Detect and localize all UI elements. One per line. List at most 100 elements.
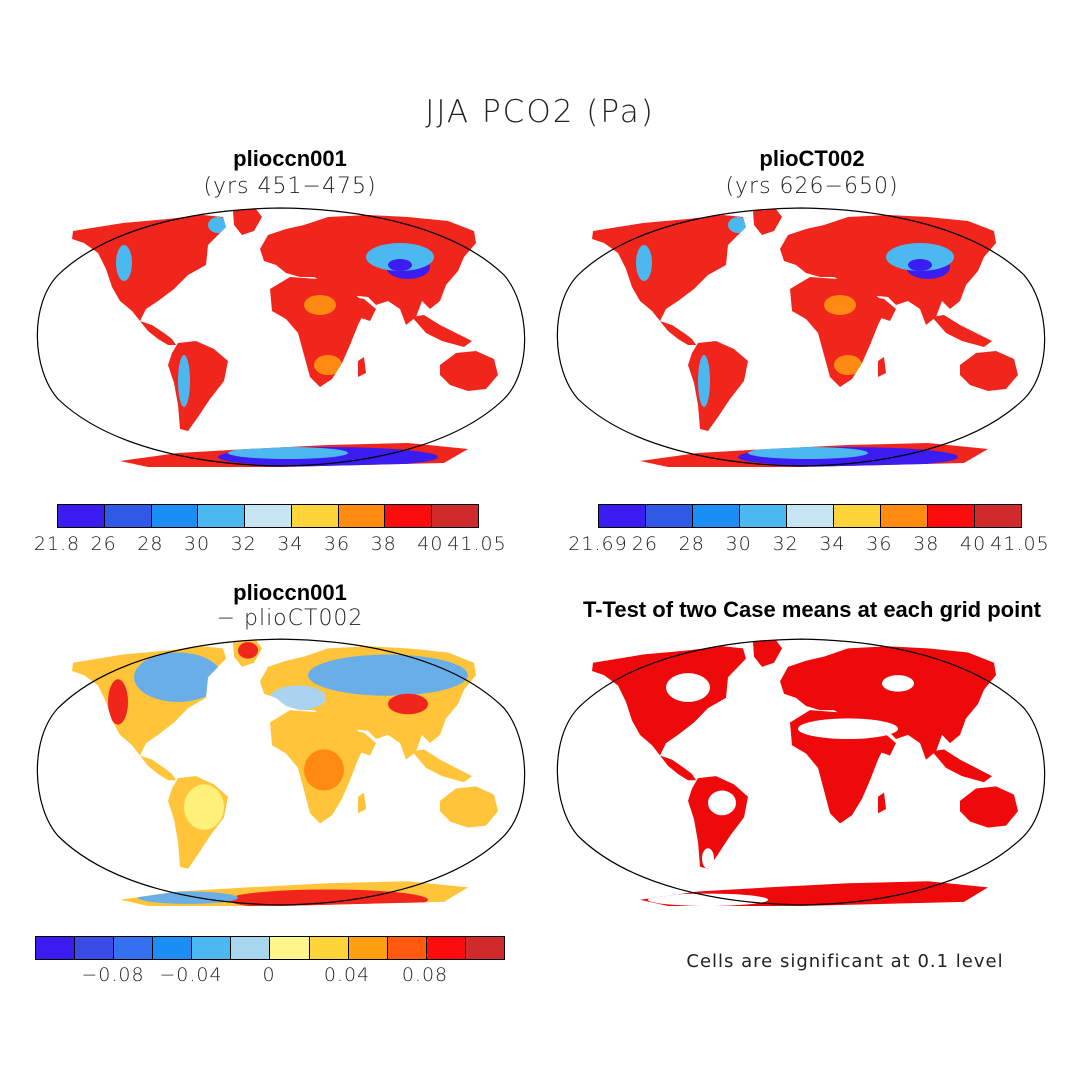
panel-br-title: T-Test of two Case means at each grid po… (582, 597, 1041, 622)
colorbar-swatch (740, 505, 787, 527)
continent-eurasia (780, 646, 996, 760)
continent-greenland (233, 209, 262, 235)
map-br (556, 638, 1046, 906)
colorbar-tick-label: 38 (370, 533, 397, 555)
continent-samerica (688, 341, 748, 431)
continent-madagascar (878, 357, 886, 377)
colorbar-tick-label: 34 (277, 533, 304, 555)
continent-greenland (753, 209, 782, 235)
colorbar-swatch (426, 937, 466, 959)
europe-decrease-region (270, 685, 326, 711)
colorbar-tick-label: 21.69 (568, 533, 628, 555)
colorbar-swatch (975, 505, 1021, 527)
map-outline (556, 638, 1046, 906)
antarctic-ring-region (228, 447, 348, 459)
colorbar-swatch (599, 505, 646, 527)
colorbar-swatch (75, 937, 115, 959)
colorbar-tick-label: 41.05 (447, 533, 507, 555)
colorbar-tick-label: 36 (866, 533, 893, 555)
continent-seasia (932, 749, 992, 783)
colorbar-tick-label: 34 (819, 533, 846, 555)
colorbar-swatch (231, 937, 271, 959)
colorbar-swatch (928, 505, 975, 527)
continent-seasia (412, 315, 472, 347)
colorbar-tick-label: 30 (183, 533, 211, 555)
central-asia-region (886, 243, 954, 271)
africa-increase-region (304, 749, 344, 791)
significance-note: Cells are significant at 0.1 level (686, 951, 1004, 972)
colorbar-tr-ticks: 21.69 26 28 30 32 34 36 38 40 41.05 (568, 533, 1048, 555)
colorbar-swatch (432, 505, 479, 527)
colorbar-tick-label: 0 (262, 964, 276, 986)
continent-seasia (932, 315, 992, 347)
tibet-core-region (388, 259, 412, 271)
nonsignificant-canada (666, 673, 710, 702)
colorbar-swatch (36, 937, 76, 959)
continent-arabia (866, 295, 896, 321)
colorbar-bl (35, 936, 505, 960)
sahel-region (304, 295, 336, 315)
colorbar-tr (598, 504, 1022, 528)
map-outline (556, 207, 1046, 467)
nonsignificant-antarctica (648, 893, 768, 906)
colorbar-swatch (385, 505, 433, 527)
nonsignificant-siberia (882, 675, 914, 692)
colorbar-tick-label: 21.8 (33, 533, 81, 555)
continent-australia (440, 351, 498, 391)
panel-bl-subtitle: − plioCT002 (216, 606, 364, 631)
rockies-increase-region (108, 679, 128, 725)
arctic-canada-region (728, 217, 748, 233)
colorbar-swatch (465, 937, 504, 959)
tibet-increase-region (388, 693, 428, 715)
colorbar-tick-label: 32 (230, 533, 257, 555)
colorbar-tick-label: 40 (417, 533, 444, 555)
andes-region (178, 355, 190, 407)
siberia-decrease-region (308, 654, 468, 696)
colorbar-swatch (270, 937, 310, 959)
panel-tl-subtitle: (yrs 451−475) (203, 174, 377, 199)
colorbar-tick-label: −0.04 (159, 964, 223, 986)
panel-tl-title: plioccn001 (233, 146, 347, 171)
colorbar-swatch (881, 505, 928, 527)
continent-madagascar (358, 792, 366, 814)
continent-eurasia (260, 215, 476, 325)
continent-madagascar (358, 357, 366, 377)
colorbar-swatch (309, 937, 349, 959)
colorbar-swatch (58, 505, 105, 527)
nonsignificant-patagonia (702, 848, 714, 869)
continent-camerica (660, 321, 696, 345)
colorbar-swatch (151, 505, 199, 527)
colorbar-swatch (338, 505, 386, 527)
panel-bl-title: plioccn001 (233, 580, 347, 605)
colorbar-tick-label: 38 (913, 533, 940, 555)
colorbar-swatch (348, 937, 388, 959)
continent-samerica (168, 341, 228, 431)
nonsignificant-amazon (708, 790, 736, 816)
panel-tr-title: plioCT002 (759, 146, 865, 171)
colorbar-swatch (646, 505, 693, 527)
colorbar-tick-label: 30 (725, 533, 752, 555)
continent-africa (270, 277, 366, 387)
colorbar-tl-ticks: 21.8 26 28 30 32 34 36 38 40 41.05 (34, 533, 506, 555)
continent-arabia (346, 728, 376, 756)
antarctic-ring-region (748, 447, 868, 459)
colorbar-tick-label: 26 (90, 533, 117, 555)
colorbar-swatch (192, 937, 232, 959)
arctic-canada-region (208, 217, 228, 233)
continent-australia (960, 351, 1018, 391)
central-asia-region (366, 243, 434, 271)
map-tl (36, 207, 526, 467)
colorbar-swatch (787, 505, 834, 527)
continent-namerica (592, 646, 746, 756)
map-outline (36, 207, 526, 467)
continent-greenland (753, 640, 782, 667)
colorbar-swatch (114, 937, 154, 959)
figure-title: JJA PCO2 (Pa) (425, 94, 655, 130)
greenland-increase-region (238, 642, 258, 659)
rockies-region (636, 245, 652, 281)
andes-region (698, 355, 710, 407)
continent-australia (960, 786, 1018, 828)
colorbar-swatch (693, 505, 740, 527)
colorbar-tick-label: −0.08 (81, 964, 145, 986)
colorbar-swatch (387, 937, 427, 959)
